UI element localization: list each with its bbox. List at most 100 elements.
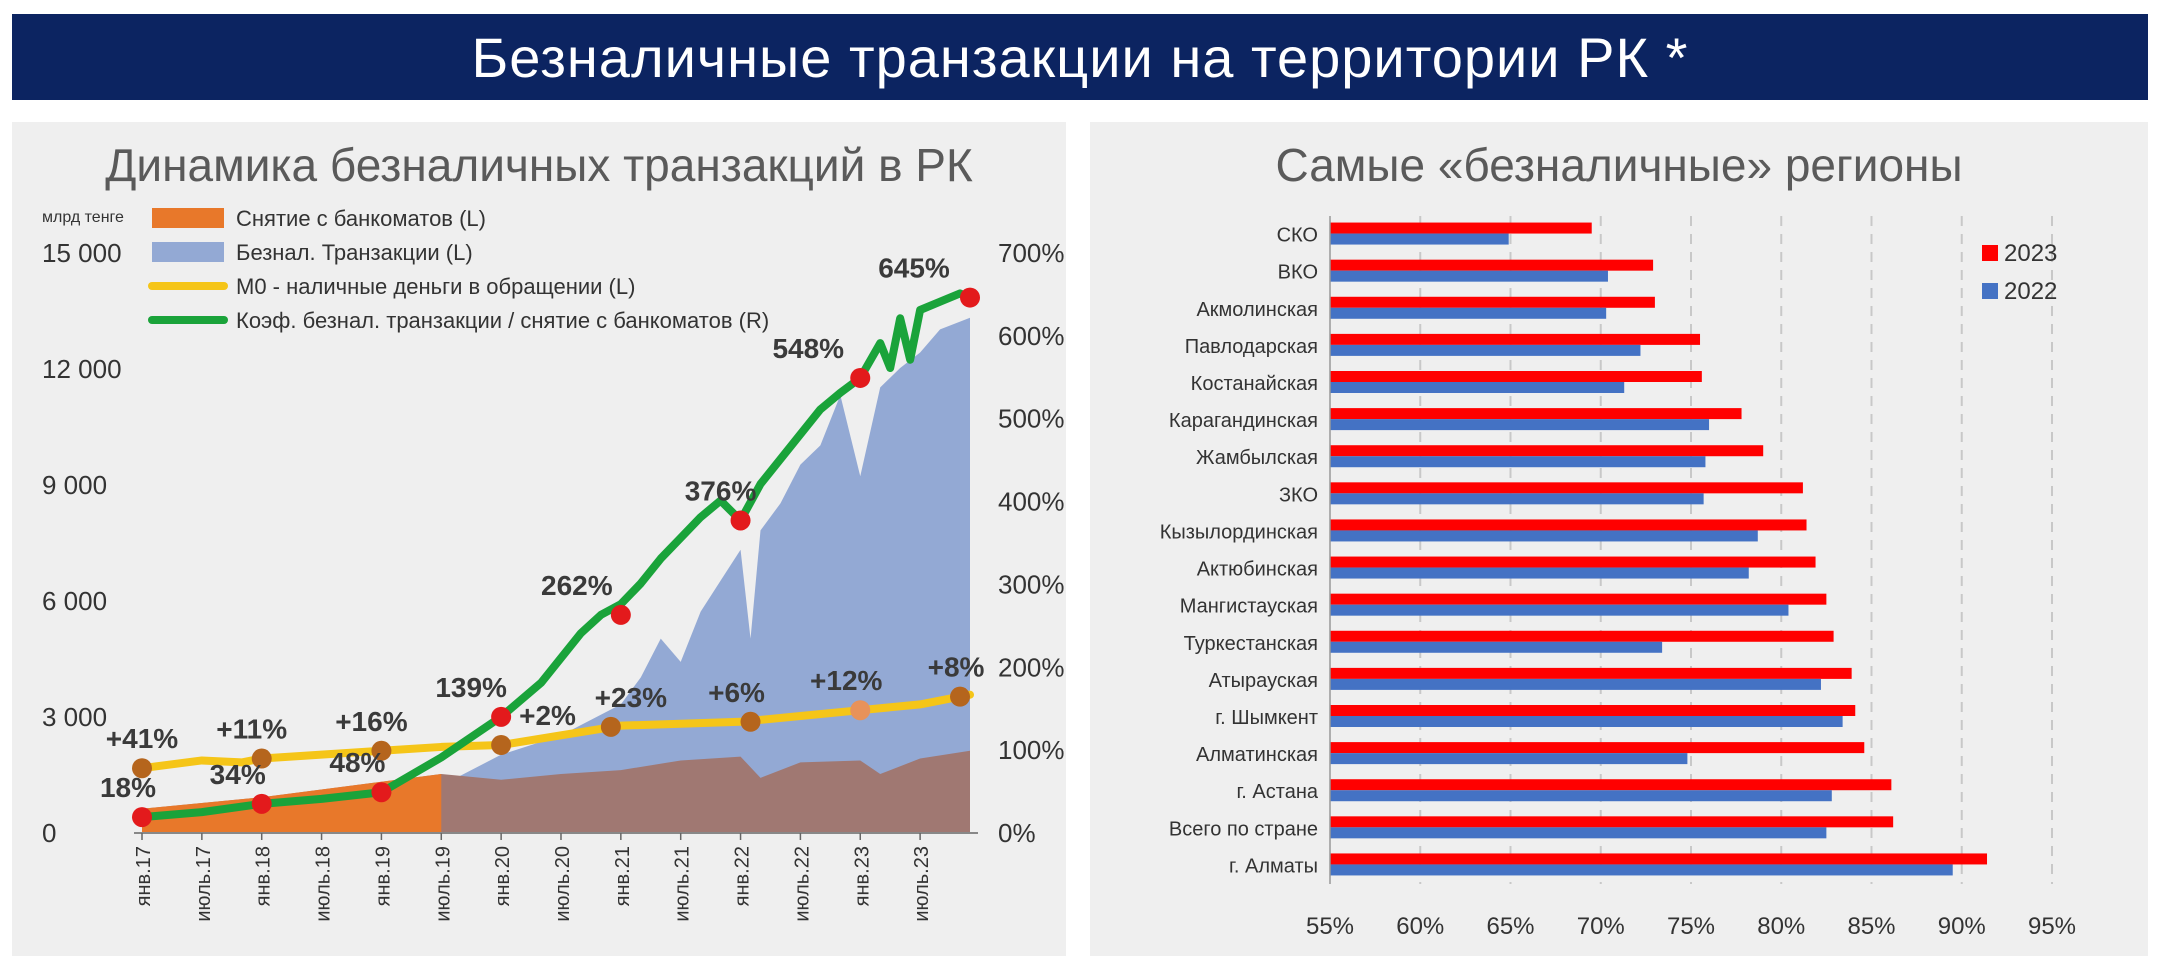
bar-2022 xyxy=(1330,864,1953,876)
annotation-label: 48% xyxy=(329,747,385,778)
legend-swatch xyxy=(1982,283,1998,299)
category-label: ЗКО xyxy=(1279,484,1318,506)
category-label: Атырауская xyxy=(1209,670,1318,692)
bar-2023 xyxy=(1330,259,1654,271)
bar-2023 xyxy=(1330,296,1655,308)
bar-2023 xyxy=(1330,667,1852,679)
y-tick-label-right: 200% xyxy=(998,652,1065,682)
legend-swatch xyxy=(152,208,224,228)
x-tick-label: июль.20 xyxy=(552,846,574,922)
y-tick-label-left: 6 000 xyxy=(42,586,107,616)
left-chart-panel: Динамика безналичных транзакций в РК млр… xyxy=(12,122,1066,956)
bar-2023 xyxy=(1330,742,1865,754)
annotation-marker xyxy=(132,758,152,779)
y-tick-label-right: 300% xyxy=(998,569,1065,599)
x-tick-label: янв.20 xyxy=(492,846,514,906)
bar-2022 xyxy=(1330,456,1706,468)
x-tick-label: 85% xyxy=(1847,913,1895,940)
category-label: Жамбылская xyxy=(1196,447,1318,469)
regions-chart: 55% 60% 65% 70% 75% 80% 85% 90% 95% СКО ВКО Акмолин… xyxy=(1160,216,2076,940)
bar-2023 xyxy=(1330,705,1856,716)
bar-2022 xyxy=(1330,827,1827,839)
bar-2022 xyxy=(1330,716,1843,727)
category-label: Туркестанская xyxy=(1184,633,1318,655)
y-tick-label-left: 9 000 xyxy=(42,470,107,500)
legend-label: Безнал. Транзакции (L) xyxy=(236,240,473,265)
bar-2023 xyxy=(1330,593,1827,605)
x-tick-label: июль.21 xyxy=(672,846,694,922)
annotation-label: 18% xyxy=(100,772,156,803)
area-series-0 xyxy=(142,317,970,832)
category-label: Костанайская xyxy=(1191,373,1318,395)
x-tick-label: июль.23 xyxy=(911,846,933,922)
bar-2023 xyxy=(1330,445,1764,457)
legend-label: 2022 xyxy=(2004,278,2057,305)
annotation-label: 376% xyxy=(685,475,757,506)
x-tick-label: янв.23 xyxy=(851,846,873,906)
bar-2022 xyxy=(1330,641,1663,653)
annotation-marker xyxy=(491,735,512,755)
bar-2023 xyxy=(1330,519,1807,531)
annotation-marker xyxy=(950,686,971,707)
x-tick-label: янв.17 xyxy=(133,846,155,906)
bar-2023 xyxy=(1330,371,1702,382)
x-tick-label: 55% xyxy=(1306,913,1354,940)
bar-2023 xyxy=(1330,333,1701,345)
bar-2022 xyxy=(1330,790,1832,802)
legend-label: 2023 xyxy=(2004,240,2057,267)
x-tick-label: янв.18 xyxy=(253,846,275,906)
category-label: Кызылординская xyxy=(1160,521,1318,543)
annotation-marker xyxy=(132,807,152,828)
y-tick-label-left: 15 000 xyxy=(42,238,122,268)
annotation-label: 139% xyxy=(435,672,507,703)
x-tick-label: 60% xyxy=(1396,913,1444,940)
x-tick-label: 70% xyxy=(1577,913,1625,940)
annotation-label: +41% xyxy=(106,723,178,754)
bar-2022 xyxy=(1330,753,1688,765)
x-tick-label: июль.19 xyxy=(432,846,454,922)
bar-2022 xyxy=(1330,270,1608,282)
bar-2022 xyxy=(1330,419,1710,431)
x-tick-label: 75% xyxy=(1667,913,1715,940)
bar-2022 xyxy=(1330,344,1641,356)
annotation-label: 548% xyxy=(772,333,844,364)
line-series-3 xyxy=(138,690,974,773)
annotation-label: +16% xyxy=(335,706,407,737)
x-tick-label: июль.22 xyxy=(791,846,813,922)
y-tick-label-right: 600% xyxy=(998,321,1065,351)
category-label: Акмолинская xyxy=(1196,299,1318,321)
line-series-4 xyxy=(138,289,974,822)
category-label: Всего по стране xyxy=(1169,818,1318,840)
bar-2022 xyxy=(1330,382,1625,393)
x-tick-label: янв.19 xyxy=(372,846,394,906)
y-tick-label-left: 0 xyxy=(42,818,56,848)
bar-2022 xyxy=(1330,530,1758,542)
annotation-marker xyxy=(600,716,621,737)
x-tick-label: янв.21 xyxy=(612,846,634,906)
y-tick-label-left: 12 000 xyxy=(42,354,122,384)
annotation-marker xyxy=(730,510,751,531)
bar-2023 xyxy=(1330,482,1803,494)
y-tick-label-right: 100% xyxy=(998,735,1065,765)
legend-label: Коэф. безнал. транзакции / снятие с банк… xyxy=(236,308,769,333)
annotation-marker xyxy=(371,782,392,803)
y-tick-label-right: 400% xyxy=(998,487,1065,517)
bar-2023 xyxy=(1330,816,1894,828)
annotation-label: +2% xyxy=(519,700,576,731)
bar-2022 xyxy=(1330,233,1509,245)
bar-2022 xyxy=(1330,567,1749,579)
annotation-label: 34% xyxy=(210,759,266,790)
y-axis-unit-label: млрд тенге xyxy=(42,209,124,226)
annotation-marker xyxy=(850,367,871,388)
category-label: Алматинская xyxy=(1196,744,1318,766)
bar-2023 xyxy=(1330,222,1592,234)
annotation-label: 262% xyxy=(541,570,613,601)
annotation-marker xyxy=(491,706,512,727)
y-tick-label-right: 500% xyxy=(998,404,1065,434)
annotation-marker xyxy=(610,604,631,625)
category-label: г. Алматы xyxy=(1229,855,1318,877)
page-banner: Безналичные транзакции на территории РК … xyxy=(12,14,2148,100)
x-tick-label: 65% xyxy=(1486,913,1534,940)
category-label: Павлодарская xyxy=(1185,336,1318,358)
bar-2023 xyxy=(1330,556,1816,568)
